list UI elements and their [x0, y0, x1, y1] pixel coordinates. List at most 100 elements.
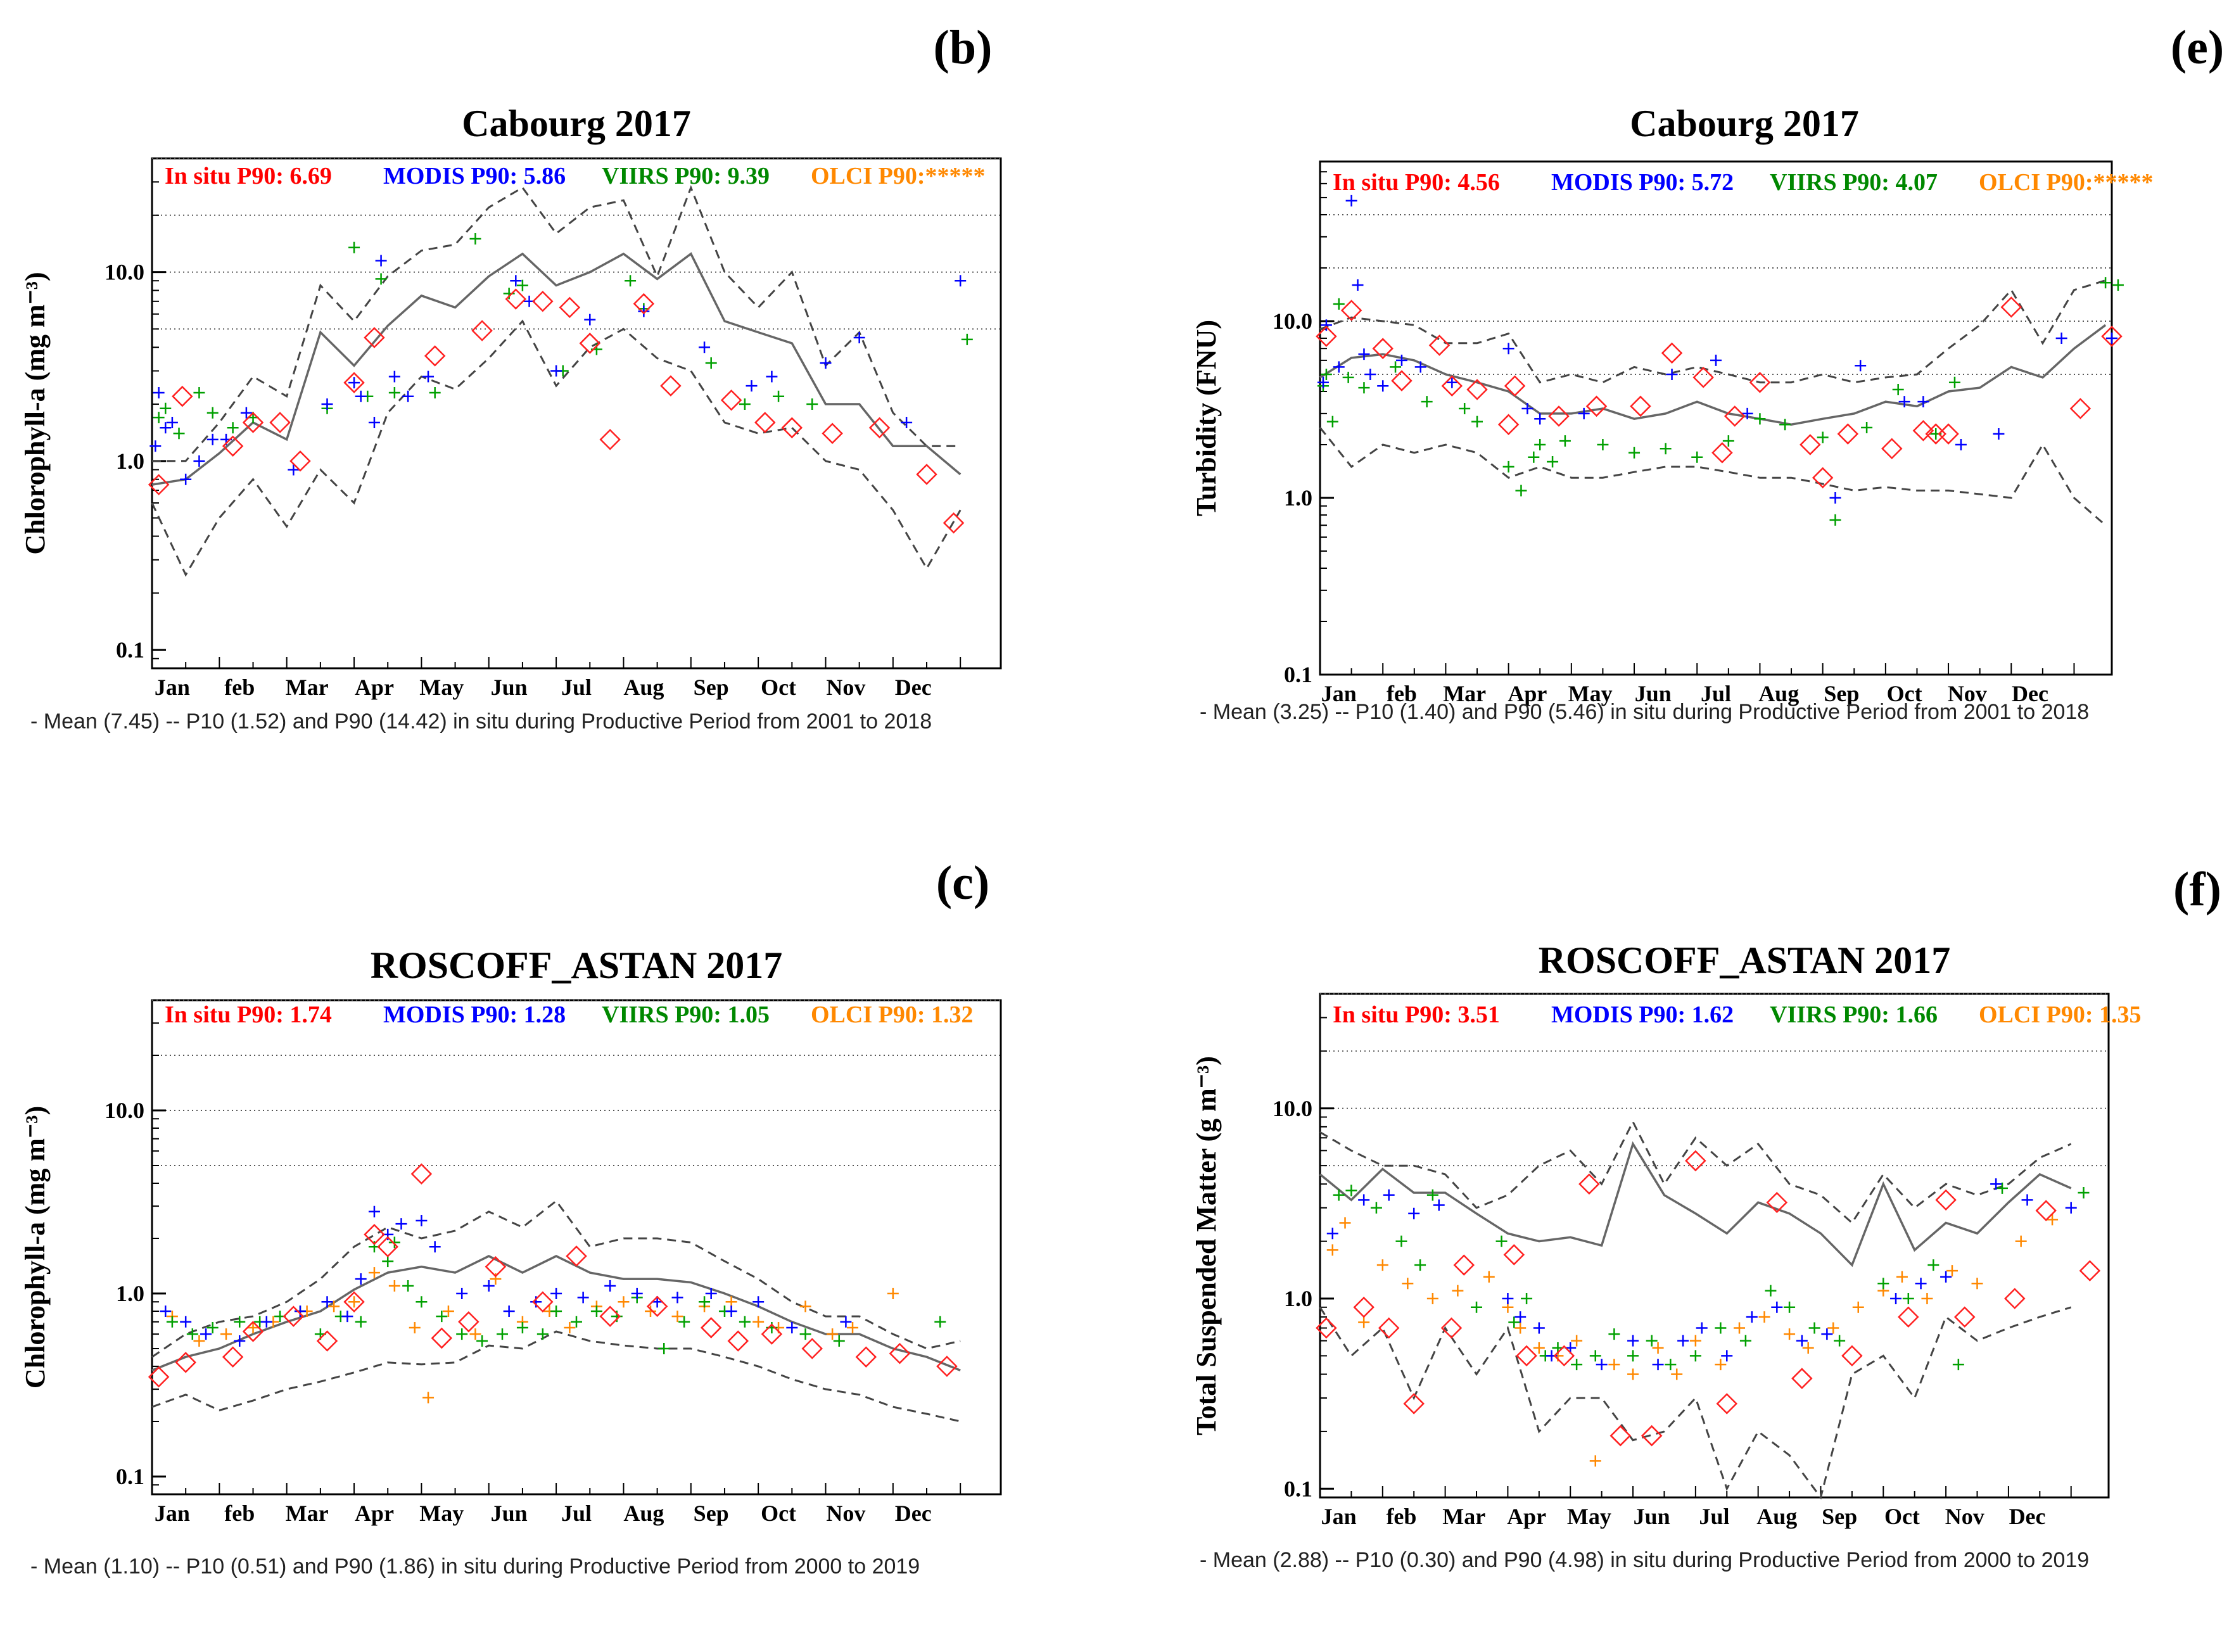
viirs-point — [1333, 1189, 1345, 1201]
viirs-point — [611, 1311, 623, 1323]
insitu-point — [431, 1327, 453, 1349]
x-tick-label: May — [1567, 1504, 1611, 1529]
olci-point — [1946, 1265, 1958, 1277]
stat-modis: MODIS P90: 1.28 — [383, 1001, 566, 1028]
x-tick-label: Oct — [761, 675, 796, 700]
x-tick-label: Jan — [155, 1501, 190, 1526]
modis-point — [429, 1241, 441, 1253]
modis-point — [260, 1316, 272, 1328]
x-tick-label: Oct — [1884, 1504, 1920, 1529]
olci-point — [1627, 1368, 1639, 1380]
viirs-point — [206, 407, 219, 419]
stat-viirs: VIIRS P90: 1.66 — [1770, 1001, 1938, 1028]
stat-modis: MODIS P90: 5.72 — [1551, 169, 1734, 196]
viirs-point — [402, 1280, 414, 1292]
viirs-point — [1722, 435, 1734, 447]
insitu-point — [289, 450, 311, 472]
viirs-point — [2078, 1186, 2090, 1198]
chart-svg-e: (e) Cabourg 2017 10.0 1.0 0.1 Turbidity (FNU)… — [1191, 21, 2222, 724]
y-axis-label: Total Suspended Matter (g m⁻³) — [1191, 1056, 1222, 1435]
modis-point — [1993, 428, 2005, 440]
viirs-point — [1902, 1293, 1914, 1305]
insitu-point — [1403, 1393, 1425, 1414]
modis-point — [422, 371, 435, 383]
modis-point — [631, 1287, 643, 1299]
insitu-point — [1372, 338, 1394, 359]
stat-olci: OLCI P90:***** — [811, 163, 986, 189]
chart-svg-b: (b) Cabourg 2017 10.0 1.0 0.1 Chlorophyll-a (… — [20, 21, 1002, 734]
viirs-point — [456, 1328, 468, 1340]
olci-point — [1533, 1342, 1545, 1354]
olci-point — [1652, 1342, 1664, 1354]
modis-point — [1352, 279, 1364, 291]
stat-in-situ: In situ P90: 3.51 — [1333, 1001, 1500, 1028]
insitu-point — [1548, 405, 1570, 427]
modis-point — [1395, 354, 1407, 366]
insitu-point — [410, 1163, 433, 1185]
modis-point — [160, 422, 172, 434]
p90-line — [1319, 279, 2106, 384]
x-tick-label: feb — [1387, 681, 1417, 706]
insitu-point — [242, 412, 264, 433]
p10-line — [1319, 1306, 2072, 1500]
x-tick-label: feb — [1386, 1504, 1416, 1529]
stat-in-situ: In situ P90: 6.69 — [165, 163, 332, 189]
insitu-point — [646, 1295, 668, 1318]
modis-point — [1514, 1311, 1527, 1323]
viirs-point — [1646, 1335, 1658, 1347]
chart-title: Cabourg 2017 — [1630, 103, 1859, 144]
modis-point — [180, 1316, 192, 1328]
viirs-point — [1948, 376, 1960, 388]
modis-point — [1796, 1335, 1808, 1347]
insitu-point — [1497, 414, 1520, 435]
insitu-point — [316, 1330, 338, 1352]
insitu-point — [1440, 1317, 1463, 1339]
insitu-point — [1353, 1296, 1374, 1318]
olci-point — [799, 1300, 811, 1312]
insitu-point — [175, 1352, 196, 1373]
insitu-point — [559, 296, 581, 319]
chart-panel-c: (c) ROSCOFF_ASTAN 2017 10.0 1.0 0.1 Chlorophy… — [0, 826, 1111, 1652]
modis-point — [402, 390, 414, 402]
y-axis-label: Chlorophyll-a (mg m⁻³) — [20, 1106, 51, 1388]
viirs-point — [1597, 438, 1609, 450]
modis-point — [1829, 492, 1841, 504]
olci-point — [618, 1296, 630, 1308]
olci-point — [1671, 1368, 1683, 1380]
modis-point — [752, 1296, 765, 1308]
olci-point — [1326, 1244, 1338, 1256]
viirs-point — [571, 1316, 582, 1328]
x-tick-label: Jun — [491, 1501, 528, 1526]
stat-modis: MODIS P90: 1.62 — [1551, 1001, 1734, 1028]
p90-line — [151, 1199, 961, 1358]
modis-point — [200, 1328, 212, 1340]
viirs-point — [160, 402, 172, 414]
viirs-point — [436, 1311, 448, 1323]
viirs-point — [536, 1328, 549, 1340]
plot-frame — [151, 157, 1002, 670]
insitu-point — [1881, 438, 1903, 459]
viirs-point — [166, 1316, 178, 1328]
viirs-point — [1559, 435, 1571, 447]
insitu-point — [566, 1245, 587, 1267]
plot-frame — [1319, 160, 2113, 676]
modis-point — [1596, 1359, 1608, 1371]
mean-line — [1319, 1141, 2072, 1268]
modis-point — [1358, 1194, 1370, 1206]
viirs-point — [1571, 1359, 1583, 1371]
olci-point — [1358, 1316, 1370, 1328]
viirs-point — [806, 398, 818, 410]
olci-point — [1426, 1293, 1438, 1305]
olci-point — [1689, 1335, 1701, 1347]
modis-point — [725, 1306, 737, 1318]
plot-frame — [151, 999, 1002, 1496]
chart-footer: - Mean (1.10) -- P10 (0.51) and P90 (1.8… — [30, 1554, 920, 1579]
modis-point — [1721, 1350, 1733, 1362]
insitu-point — [1578, 1173, 1600, 1195]
y-tick-label: 10.0 — [105, 260, 144, 285]
modis-point — [550, 365, 562, 377]
chart-title: Cabourg 2017 — [462, 103, 691, 144]
modis-point — [1917, 396, 1929, 408]
insitu-point — [660, 375, 682, 397]
modis-point — [705, 1287, 717, 1299]
